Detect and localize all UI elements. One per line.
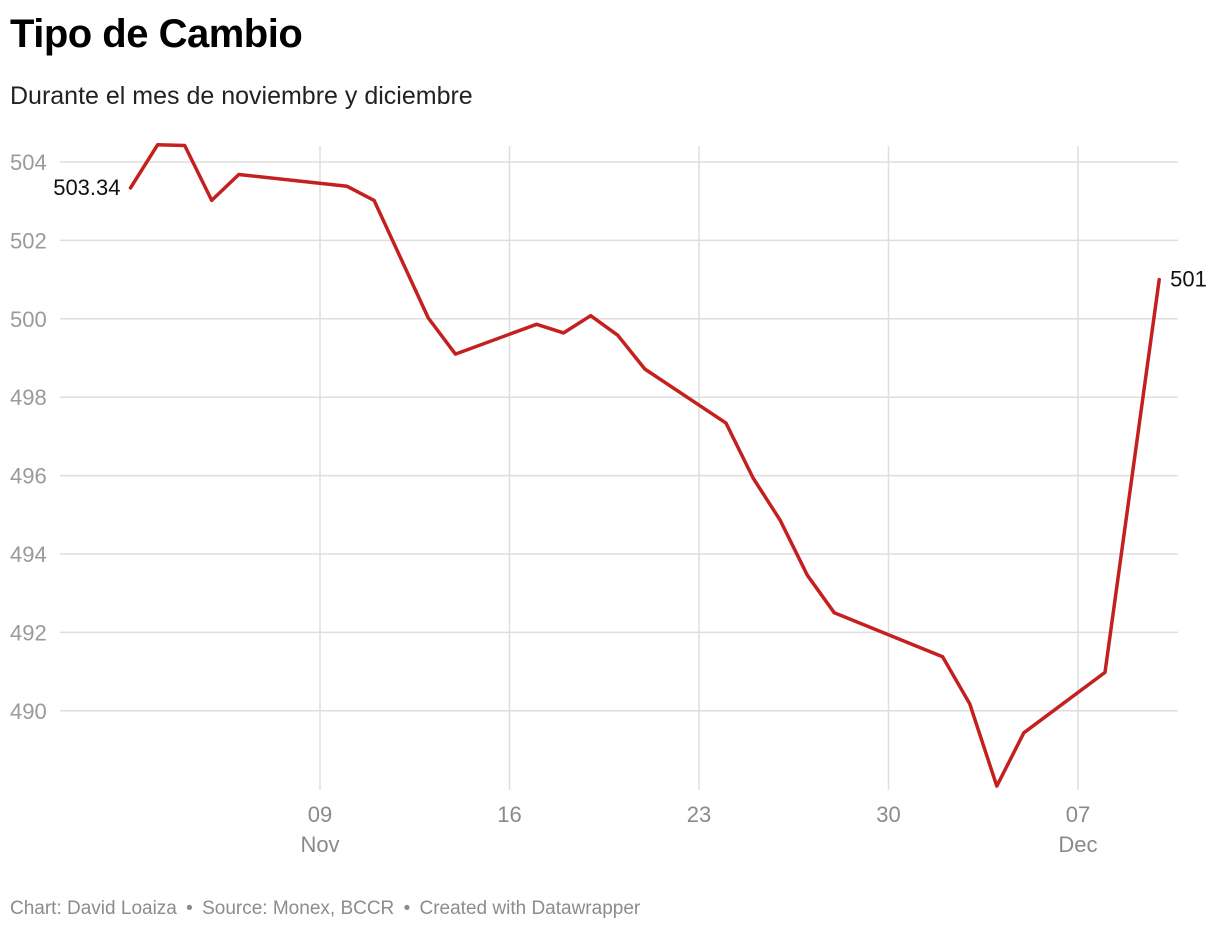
- series-line: [128, 143, 1161, 788]
- chart-footer: Chart: David Loaiza • Source: Monex, BCC…: [10, 898, 640, 920]
- first-value-label: 503.34: [53, 175, 120, 200]
- y-tick-label: 504: [10, 150, 47, 175]
- data-labels: 503.34 501: [53, 175, 1207, 292]
- chart-source: Source: Monex, BCCR: [202, 898, 395, 919]
- footer-separator: •: [186, 898, 193, 919]
- chart-title: Tipo de Cambio: [10, 12, 303, 56]
- line-chart: 504 502 500 498 496 494 492 490 09 Nov 16 23 30 07 De…: [10, 143, 1207, 857]
- y-tick-label: 494: [10, 542, 47, 567]
- y-tick-label: 498: [10, 385, 47, 410]
- x-axis-ticks: 09 Nov 16 23 30 07 Dec: [300, 802, 1097, 857]
- y-axis-ticks: 504 502 500 498 496 494 492 490: [10, 150, 47, 724]
- x-tick-label: 23: [687, 802, 711, 827]
- x-tick-month-label: Nov: [300, 832, 339, 857]
- x-tick-label: 09: [308, 802, 332, 827]
- y-tick-label: 490: [10, 699, 47, 724]
- x-tick-month-label: Dec: [1058, 832, 1097, 857]
- chart-credit: Chart: David Loaiza: [10, 898, 177, 919]
- gridlines: [60, 146, 1178, 790]
- chart-subtitle: Durante el mes de noviembre y diciembre: [10, 82, 473, 110]
- x-tick-label: 30: [876, 802, 900, 827]
- y-tick-label: 502: [10, 228, 47, 253]
- created-with: Created with Datawrapper: [419, 898, 641, 919]
- y-tick-label: 496: [10, 464, 47, 489]
- last-value-label: 501: [1170, 267, 1207, 292]
- footer-separator: •: [403, 898, 411, 919]
- x-tick-label: 07: [1066, 802, 1090, 827]
- series-layer: [128, 143, 1161, 788]
- y-tick-label: 500: [10, 307, 47, 332]
- x-tick-label: 16: [497, 802, 521, 827]
- y-tick-label: 492: [10, 620, 47, 645]
